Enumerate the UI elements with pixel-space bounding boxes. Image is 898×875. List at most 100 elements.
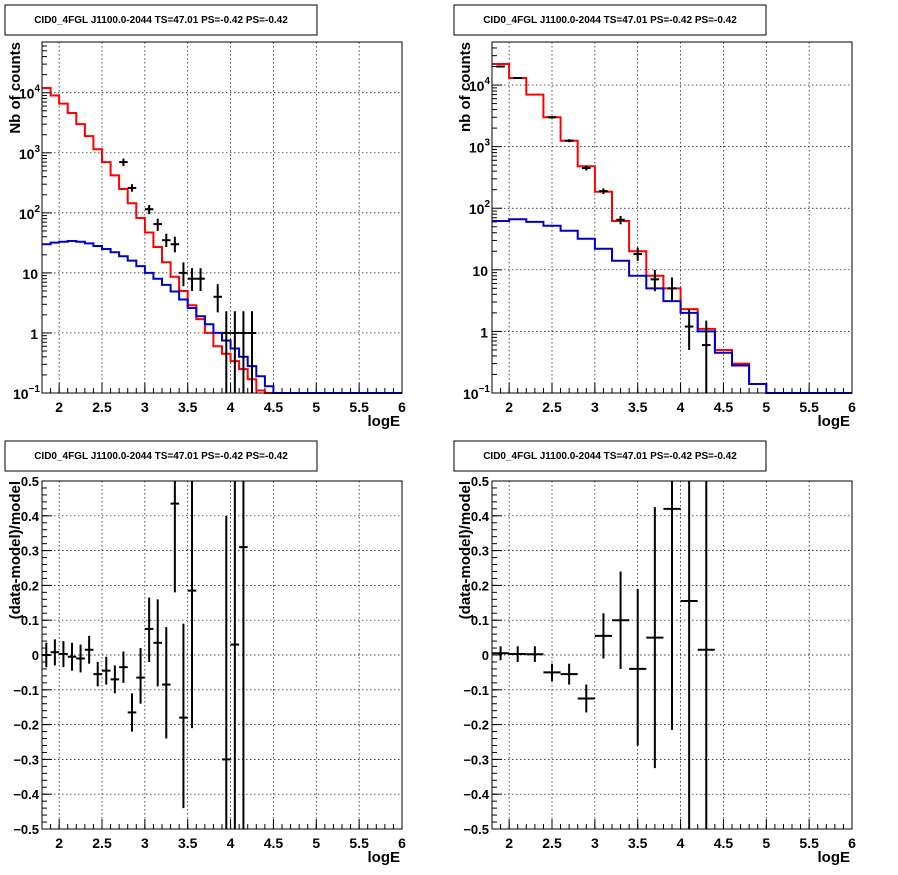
y-tick-base: 10 <box>469 78 485 94</box>
data-point <box>42 642 51 668</box>
x-tick-label: 2.5 <box>542 835 562 851</box>
x-tick-label: 5.5 <box>349 835 369 851</box>
panel-title: CID0_4FGL J1100.0-2044 TS=47.01 PS=-0.42… <box>34 15 288 26</box>
x-tick-label: 4 <box>227 399 235 415</box>
panel-title: CID0_4FGL J1100.0-2044 TS=47.01 PS=-0.42… <box>483 451 737 462</box>
y-tick-label: 104 <box>469 76 491 94</box>
y-axis-title: Nb of counts <box>7 42 24 134</box>
chart-panel-3: CID0_4FGL J1100.0-2044 TS=47.01 PS=-0.42… <box>4 440 406 866</box>
y-tick-label: −0.2 <box>463 718 489 733</box>
data-point <box>170 481 180 593</box>
x-tick-label: 2.5 <box>92 399 112 415</box>
y-tick-base: 10 <box>469 140 485 156</box>
y-tick-base: 10 <box>13 386 29 402</box>
y-tick-exponent: 4 <box>34 84 40 95</box>
chart-panel-1: CID0_4FGL J1100.0-2044 TS=47.01 PS=-0.42… <box>4 4 406 430</box>
y-tick-base: 1 <box>30 326 38 342</box>
y-tick-label: −0.3 <box>13 752 39 767</box>
data-point <box>222 515 231 829</box>
y-tick-label: 0.2 <box>471 578 489 593</box>
data-point <box>582 165 591 171</box>
panel-title-box <box>4 4 318 36</box>
x-axis-title: logE <box>818 413 851 430</box>
y-tick-exponent: −1 <box>479 384 491 395</box>
y-tick-label: −0.2 <box>13 718 39 733</box>
data-point <box>162 627 171 739</box>
y-tick-exponent: 2 <box>34 204 40 215</box>
y-tick-base: 10 <box>22 266 38 282</box>
data-point <box>702 320 711 393</box>
x-tick-label: 4 <box>677 399 685 415</box>
x-tick-label: 2.5 <box>92 835 112 851</box>
data-point <box>187 481 197 729</box>
chart-panel-2: CID0_4FGL J1100.0-2044 TS=47.01 PS=-0.42… <box>453 4 856 430</box>
y-tick-label: −0.5 <box>13 822 39 837</box>
data-point <box>50 639 60 666</box>
x-tick-label: 3.5 <box>628 835 648 851</box>
data-point <box>646 507 664 769</box>
data-point <box>594 613 612 659</box>
y-tick-label: 0.4 <box>21 509 40 524</box>
y-axis-title: (data-model)/model <box>457 481 474 619</box>
data-point <box>179 623 188 809</box>
data-point <box>247 311 257 393</box>
x-axis-title: logE <box>368 413 401 430</box>
data-point <box>599 188 608 195</box>
y-tick-base: 10 <box>19 146 35 162</box>
data-point <box>684 309 694 350</box>
data-point <box>84 635 94 664</box>
y-tick-label: 1 <box>480 324 488 340</box>
y-tick-label: 0 <box>482 648 489 663</box>
data-point <box>162 233 171 247</box>
panel-title-box <box>453 440 767 472</box>
data-point <box>543 663 561 682</box>
x-tick-label: 6 <box>848 399 856 415</box>
x-tick-label: 2 <box>505 399 513 415</box>
chart-panel-4: CID0_4FGL J1100.0-2044 TS=47.01 PS=-0.42… <box>453 440 856 866</box>
y-tick-label: 0.1 <box>21 613 39 628</box>
data-point <box>59 641 68 668</box>
x-tick-label: 3 <box>591 835 599 851</box>
y-tick-label: 0.5 <box>471 474 489 489</box>
total-model-line <box>42 87 402 394</box>
data-point <box>187 268 197 291</box>
data-point <box>680 481 698 829</box>
x-tick-label: 5 <box>312 835 320 851</box>
data-point <box>560 663 578 685</box>
x-tick-label: 6 <box>848 835 856 851</box>
y-tick-label: 1 <box>30 326 38 342</box>
y-tick-base: 1 <box>480 324 488 340</box>
data-point <box>136 648 145 704</box>
x-tick-label: 3 <box>141 399 149 415</box>
data-point <box>153 599 162 687</box>
data-point <box>144 205 154 215</box>
panel-title-box <box>453 4 767 36</box>
x-tick-label: 4 <box>677 835 685 851</box>
x-tick-label: 4.5 <box>714 399 734 415</box>
y-tick-label: 10−1 <box>463 384 490 402</box>
x-tick-label: 5.5 <box>799 835 819 851</box>
x-tick-label: 4 <box>227 835 235 851</box>
x-tick-label: 2 <box>505 835 513 851</box>
data-point <box>577 684 595 713</box>
x-axis-title: logE <box>368 849 401 866</box>
plot-frame <box>41 480 403 830</box>
x-tick-label: 3 <box>591 399 599 415</box>
data-point <box>612 571 630 669</box>
plot-frame <box>491 41 853 394</box>
y-tick-label: 10 <box>22 266 38 282</box>
data-point <box>93 661 102 687</box>
data-point <box>496 65 505 68</box>
data-point <box>492 646 510 661</box>
data-point <box>213 284 222 313</box>
y-tick-exponent: 3 <box>484 138 490 149</box>
y-tick-label: 0.2 <box>21 578 39 593</box>
y-tick-label: −0.3 <box>463 752 489 767</box>
x-tick-label: 6 <box>398 399 406 415</box>
data-point <box>663 481 681 730</box>
data-point <box>170 236 180 253</box>
y-tick-label: 103 <box>469 138 491 156</box>
y-tick-label: −0.1 <box>463 683 489 698</box>
y-tick-label: 0 <box>32 648 39 663</box>
data-point <box>110 665 120 694</box>
